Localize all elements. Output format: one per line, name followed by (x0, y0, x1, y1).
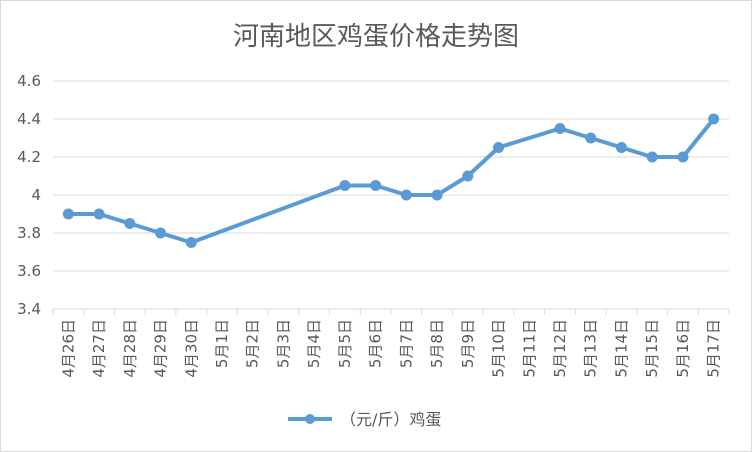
data-point (124, 218, 136, 229)
data-point (155, 227, 167, 239)
data-point (185, 237, 197, 248)
x-tick-label: 5月4日 (305, 319, 323, 368)
chart-title: 河南地区鸡蛋价格走势图 (233, 22, 519, 52)
data-point (93, 208, 105, 220)
x-tick-label: 4月28日 (121, 319, 139, 378)
x-axis-ticks: 4月26日 4月27日 4月28日 4月29日 4月30日 5月1日 5月2日 5月3日 5月4… (52, 309, 730, 378)
data-point (370, 180, 382, 191)
y-tick-label: 4 (31, 186, 41, 204)
x-tick-label: 5月16日 (674, 319, 692, 378)
x-tick-label: 5月17日 (705, 319, 723, 378)
data-point (585, 132, 597, 144)
data-point (431, 189, 443, 201)
data-point (493, 142, 505, 153)
data-point (708, 113, 720, 125)
data-point (554, 123, 566, 134)
data-point (646, 151, 658, 163)
legend-label: （元/斤）鸡蛋 (340, 410, 441, 429)
legend: （元/斤）鸡蛋 (288, 410, 441, 429)
x-tick-label: 5月10日 (490, 319, 508, 378)
gridlines (53, 80, 729, 310)
y-tick-label: 4.4 (17, 110, 41, 128)
y-tick-label: 3.4 (17, 300, 41, 318)
x-tick-label: 5月3日 (274, 319, 292, 368)
data-point (677, 151, 689, 163)
data-point (400, 189, 412, 201)
x-tick-label: 4月27日 (90, 319, 108, 378)
x-tick-label: 4月26日 (59, 319, 77, 378)
series-layer (62, 113, 720, 248)
x-tick-label: 5月8日 (428, 319, 446, 368)
x-tick-label: 4月29日 (152, 319, 170, 378)
data-point (62, 208, 74, 220)
data-point (462, 170, 474, 182)
y-tick-label: 4.2 (17, 148, 41, 166)
series-line (68, 117, 716, 245)
x-tick-label: 5月13日 (582, 319, 600, 378)
x-tick-label: 5月12日 (551, 319, 569, 378)
x-tick-label: 5月2日 (244, 319, 262, 368)
y-tick-label: 3.6 (17, 262, 41, 280)
x-tick-label: 5月15日 (643, 319, 661, 378)
x-tick-label: 5月9日 (459, 319, 477, 368)
data-point (615, 142, 627, 153)
x-tick-label: 5月5日 (336, 319, 354, 368)
legend-dot-marker (305, 414, 315, 424)
y-tick-label: 4.6 (17, 72, 41, 90)
y-tick-label: 3.8 (17, 224, 41, 242)
x-tick-label: 5月11日 (520, 319, 538, 378)
x-tick-label: 4月30日 (182, 319, 200, 378)
x-tick-label: 5月1日 (213, 319, 231, 368)
data-point (339, 180, 351, 191)
x-tick-label: 5月6日 (367, 319, 385, 368)
y-axis-ticks: 3.4 3.6 3.8 4 4.2 4.4 4.6 (17, 72, 41, 318)
x-tick-label: 5月7日 (397, 319, 415, 368)
x-tick-label: 5月14日 (612, 319, 630, 378)
